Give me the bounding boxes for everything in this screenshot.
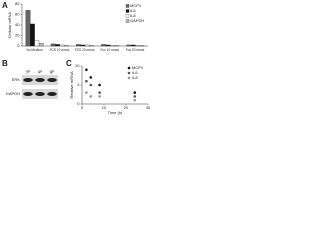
figure: A B C Cellular mRNA 0 20 40 60 80 No Medium FCS…	[2, 1, 150, 115]
lane-label: 8h	[49, 68, 55, 75]
y-axis-title: Relative mRNA	[69, 71, 74, 99]
legend-swatch	[125, 9, 130, 13]
bar	[76, 44, 81, 47]
row-label: GAPDH	[6, 91, 20, 96]
bar	[59, 44, 65, 47]
bar	[55, 44, 60, 47]
bar	[25, 10, 31, 47]
band	[35, 92, 45, 96]
bar	[110, 45, 115, 47]
bar	[130, 44, 136, 47]
x-tick-label: Fuc 10 mmol.	[101, 48, 120, 52]
legend-label: MCP1	[132, 65, 144, 70]
bar	[34, 40, 40, 47]
x-tick-label: 20	[124, 105, 129, 110]
bar	[126, 44, 132, 47]
legend-swatch	[125, 4, 130, 8]
point	[85, 91, 88, 94]
point	[89, 83, 93, 87]
legend-swatch	[125, 14, 130, 18]
panel-label: B	[2, 59, 8, 68]
bar	[38, 43, 44, 47]
bar	[30, 23, 35, 47]
panel-label: C	[66, 59, 72, 68]
y-tick-label: 0	[17, 43, 20, 48]
bar	[114, 45, 120, 47]
legend-marker	[127, 76, 131, 80]
y-tick-label: 5	[77, 82, 80, 87]
bar	[135, 45, 140, 47]
legend-swatch	[125, 19, 130, 23]
y-tick-label: 60	[15, 12, 20, 17]
panel-label: A	[2, 1, 8, 10]
y-tick-label: 80	[15, 1, 20, 6]
legend-label: IL6	[130, 8, 136, 13]
x-tick-label: 30	[146, 105, 150, 110]
x-axis-title: Time (h)	[108, 110, 123, 115]
x-tick-label: FCS 20 mmol.	[75, 48, 95, 52]
point	[89, 76, 93, 79]
point	[133, 98, 137, 102]
x-tick-label: 10	[102, 105, 107, 110]
band	[35, 78, 45, 82]
y-axis-title: Cellular mRNA	[7, 11, 12, 38]
legend-label: IL8	[130, 13, 136, 18]
point	[85, 68, 88, 72]
y-tick-label: 0	[77, 101, 80, 106]
y-tick-label: 40	[15, 22, 20, 27]
point	[133, 95, 137, 98]
point	[98, 95, 101, 98]
bar	[139, 45, 145, 47]
band	[47, 92, 57, 96]
band	[23, 92, 33, 96]
band	[23, 78, 33, 82]
bar	[80, 44, 86, 47]
bar	[105, 44, 111, 47]
bar	[64, 45, 69, 47]
point	[98, 91, 101, 94]
bar	[101, 44, 106, 47]
bar	[84, 44, 90, 47]
legend-label: MCP1	[130, 3, 142, 8]
legend-label: GAPDH	[130, 18, 144, 23]
legend-marker	[127, 66, 131, 70]
point	[85, 79, 88, 83]
lane-label: 4h	[37, 68, 43, 75]
x-tick-label: Fuc 20 mmol.	[126, 48, 145, 52]
legend-label: IL8	[132, 75, 138, 80]
band	[47, 78, 57, 82]
x-tick-label: 0	[81, 105, 84, 110]
point	[133, 91, 137, 94]
legend-label: IL6	[132, 70, 138, 75]
y-tick-label: 10	[75, 63, 80, 68]
row-label: ERK	[12, 77, 21, 82]
legend-marker	[127, 71, 131, 75]
point	[89, 95, 93, 98]
point	[98, 83, 101, 87]
bar	[50, 43, 56, 47]
bar	[89, 45, 94, 47]
x-tick-label: FCS 10 mmol.	[50, 48, 70, 52]
y-tick-label: 20	[15, 33, 20, 38]
lane-label: 2h	[25, 68, 31, 75]
x-tick-label: No Medium	[26, 48, 43, 52]
